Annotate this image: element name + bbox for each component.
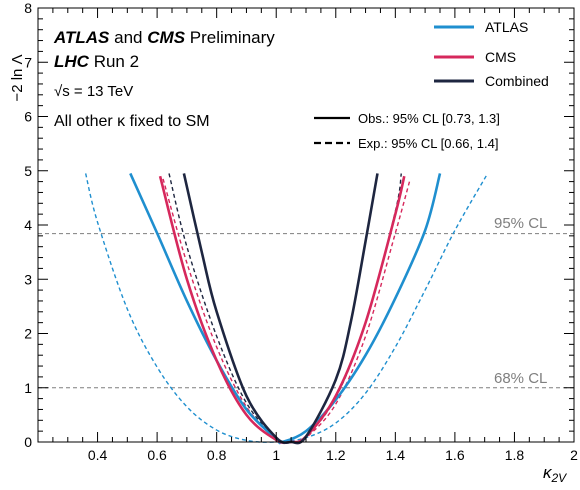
x-tick-label: 0.6 bbox=[147, 447, 167, 463]
x-tick-label: 0.4 bbox=[88, 447, 108, 463]
y-tick-label: 1 bbox=[24, 380, 32, 396]
series-atlas-expected-line bbox=[84, 173, 489, 443]
x-axis-title-subscript: 2V bbox=[551, 471, 568, 485]
cl95-label: 95% CL bbox=[494, 215, 547, 232]
legend-combined-label: Combined bbox=[485, 73, 549, 89]
cl68-label: 68% CL bbox=[494, 370, 547, 387]
x-tick-label: 2 bbox=[570, 447, 578, 463]
run2-label: Run 2 bbox=[94, 52, 139, 71]
y-tick-label: 0 bbox=[24, 434, 32, 450]
legend-cms-label: CMS bbox=[485, 49, 516, 65]
y-tick-label: 3 bbox=[24, 271, 32, 287]
series-combined-expected-line bbox=[168, 173, 402, 444]
y-tick-label: 5 bbox=[24, 163, 32, 179]
legend-color: ATLAS CMS Combined bbox=[434, 19, 549, 89]
series-combined-observed-line bbox=[182, 173, 379, 445]
series-cms-observed-line bbox=[158, 175, 406, 445]
ticks-group: 0.4 0.6 0.8 1 1.2 1.4 1.6 1.8 2 0 1 2 3 4 5 6 7 8 bbox=[24, 0, 578, 463]
x-tick-label: 1.6 bbox=[445, 447, 465, 463]
series-cms-expected-line bbox=[162, 178, 411, 444]
x-tick-label: 0.8 bbox=[207, 447, 227, 463]
x-tick-label: 1.4 bbox=[386, 447, 406, 463]
kappa-fixed-label: All other κ fixed to SM bbox=[54, 113, 210, 130]
y-tick-label: 2 bbox=[24, 326, 32, 342]
legend-style: Obs.: 95% CL [0.73, 1.3] Exp.: 95% CL [0… bbox=[314, 111, 500, 151]
lhc-label: LHC bbox=[54, 52, 90, 71]
curves-group bbox=[84, 172, 489, 445]
x-axis-title-main: κ bbox=[543, 463, 553, 482]
y-tick-label: 8 bbox=[24, 0, 32, 16]
energy-label: √s = 13 TeV bbox=[54, 83, 133, 100]
legend-observed-label: Obs.: 95% CL [0.73, 1.3] bbox=[358, 111, 500, 126]
y-tick-label: 4 bbox=[24, 217, 32, 233]
y-tick-label: 7 bbox=[24, 54, 32, 70]
cms-label: CMS bbox=[147, 28, 185, 47]
y-tick-label: 6 bbox=[24, 109, 32, 125]
x-tick-label: 1 bbox=[272, 447, 280, 463]
legend-atlas-label: ATLAS bbox=[485, 19, 528, 35]
preliminary-label: Preliminary bbox=[190, 28, 276, 47]
run-label: LHC Run 2 bbox=[54, 52, 139, 71]
x-tick-label: 1.2 bbox=[326, 447, 346, 463]
series-atlas-observed-line bbox=[129, 172, 442, 445]
legend-expected-label: Exp.: 95% CL [0.66, 1.4] bbox=[358, 136, 498, 151]
y-axis-title: −2 ln Λ bbox=[9, 54, 26, 101]
x-axis-title: κ2V bbox=[543, 463, 567, 485]
experiment-label: ATLAS and CMS Preliminary bbox=[53, 28, 275, 47]
x-tick-label: 1.8 bbox=[505, 447, 525, 463]
and-label: and bbox=[114, 28, 142, 47]
atlas-label: ATLAS bbox=[53, 28, 110, 47]
